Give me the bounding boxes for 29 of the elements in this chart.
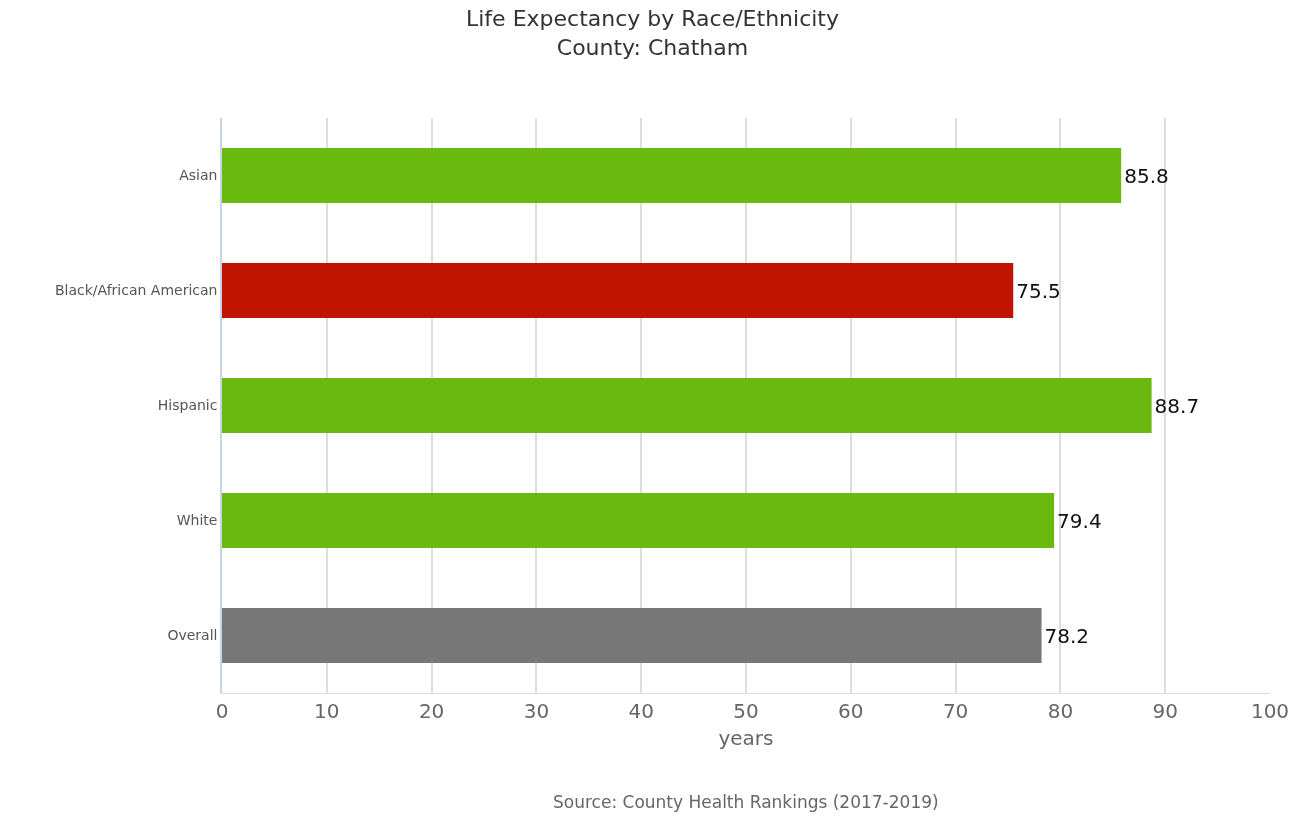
y-tick-label: Overall [167, 627, 218, 644]
x-tick-label: 100 [1250, 699, 1290, 723]
x-axis-title: years [718, 725, 774, 750]
x-tick-label: 20 [418, 699, 445, 723]
x-tick-label: 10 [314, 699, 340, 723]
x-tick-label: 50 [733, 699, 759, 723]
bar [222, 607, 1042, 664]
data-label: 85.8 [1124, 163, 1169, 188]
bar [222, 377, 1152, 434]
data-label: 88.7 [1154, 393, 1200, 418]
y-tick-label: Asian [179, 167, 218, 184]
source-note: Source: County Health Rankings (2017-2019) [553, 792, 939, 812]
bar [222, 492, 1055, 549]
data-label: 79.4 [1057, 508, 1102, 533]
chart-title: Life Expectancy by Race/Ethnicity County: Chatham [465, 6, 840, 60]
bar [222, 147, 1122, 204]
x-tick-label: 40 [628, 699, 654, 723]
x-tick-label: 70 [942, 699, 969, 723]
x-tick-label: 0 [215, 699, 229, 723]
x-tick-label: 80 [1047, 699, 1074, 723]
data-label: 78.2 [1044, 623, 1090, 648]
x-tick-label: 30 [523, 699, 550, 723]
y-tick-label: Black/African American [54, 282, 218, 299]
x-tick-label: 60 [838, 699, 864, 723]
bar [222, 262, 1014, 319]
y-tick-label: Hispanic [157, 397, 218, 414]
x-tick-label: 90 [1152, 699, 1178, 723]
y-tick-label: White [176, 512, 218, 529]
data-label: 75.5 [1016, 278, 1061, 303]
